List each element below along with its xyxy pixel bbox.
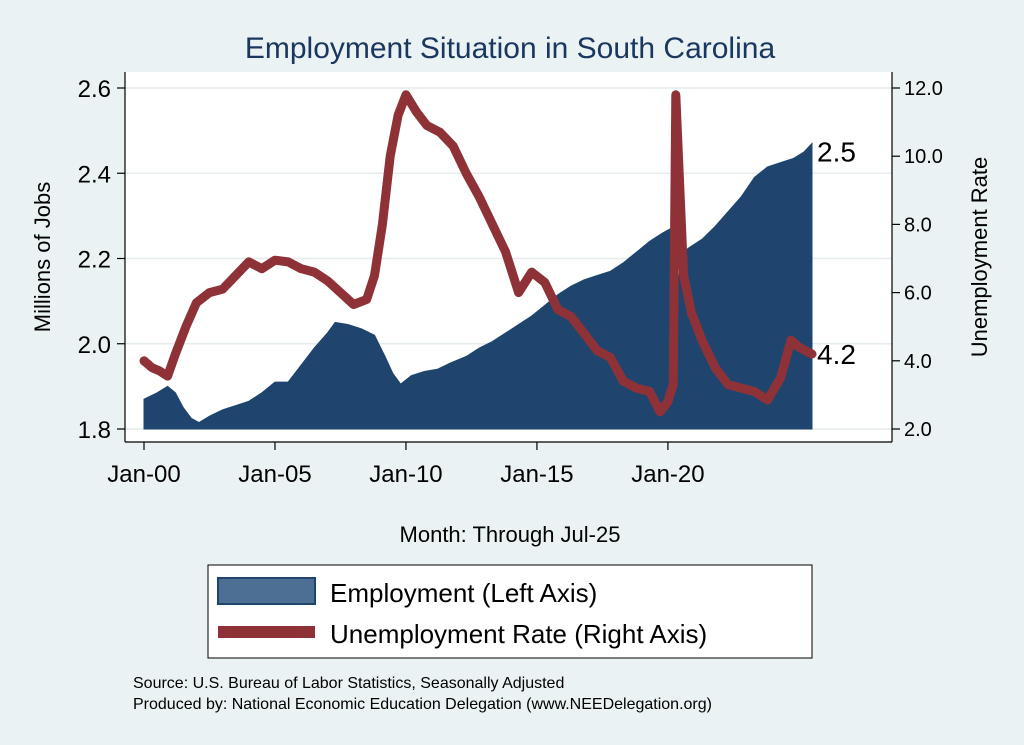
- chart-title: Employment Situation in South Carolina: [245, 32, 776, 65]
- employment-area-layer: [143, 142, 813, 430]
- legend-swatch-employment: [217, 577, 316, 605]
- right-tick-label: 8.0: [904, 214, 932, 236]
- x-tick-label: Jan-10: [369, 461, 442, 488]
- unemployment-end-label: 4.2: [817, 339, 856, 370]
- x-tick-label: Jan-05: [238, 461, 311, 488]
- axis-ticks: 1.8 2.0 2.2 2.4 2.6 2.0 4.0 6.0 8.0 10.0 12.0 Jan-0…: [78, 76, 943, 488]
- left-tick-label: 2.2: [78, 247, 111, 274]
- x-axis-title: Month: Through Jul-25: [400, 522, 621, 547]
- right-tick-label: 10.0: [904, 146, 943, 168]
- right-tick-label: 6.0: [904, 283, 932, 305]
- legend-label-employment: Employment (Left Axis): [330, 578, 597, 608]
- employment-area: [143, 142, 813, 430]
- left-tick-label: 2.6: [78, 76, 111, 103]
- right-tick-label: 4.0: [904, 351, 932, 373]
- right-tick-label: 12.0: [904, 78, 943, 100]
- unemployment-line-layer: [139, 90, 817, 417]
- end-labels: 2.5 4.2: [817, 136, 856, 370]
- left-tick-label: 2.0: [78, 332, 111, 359]
- right-tick-label: 2.0: [904, 419, 932, 441]
- legend-label-unemployment: Unemployment Rate (Right Axis): [330, 619, 707, 649]
- legend: Employment (Left Axis) Unemployment Rate…: [207, 564, 813, 659]
- x-tick-label: Jan-20: [631, 461, 704, 488]
- x-tick-label: Jan-15: [500, 461, 573, 488]
- right-axis-title: Unemployment Rate: [967, 157, 992, 358]
- unemployment-line: [139, 90, 817, 417]
- employment-end-label: 2.5: [817, 136, 856, 167]
- source-note: Source: U.S. Bureau of Labor Statistics,…: [133, 675, 564, 692]
- producer-note: Produced by: National Economic Education…: [133, 696, 712, 713]
- left-tick-label: 1.8: [78, 417, 111, 444]
- legend-swatch-unemployment: [218, 626, 315, 638]
- left-tick-label: 2.4: [78, 161, 111, 188]
- x-tick-label: Jan-00: [107, 461, 180, 488]
- left-axis-title: Millions of Jobs: [30, 182, 55, 332]
